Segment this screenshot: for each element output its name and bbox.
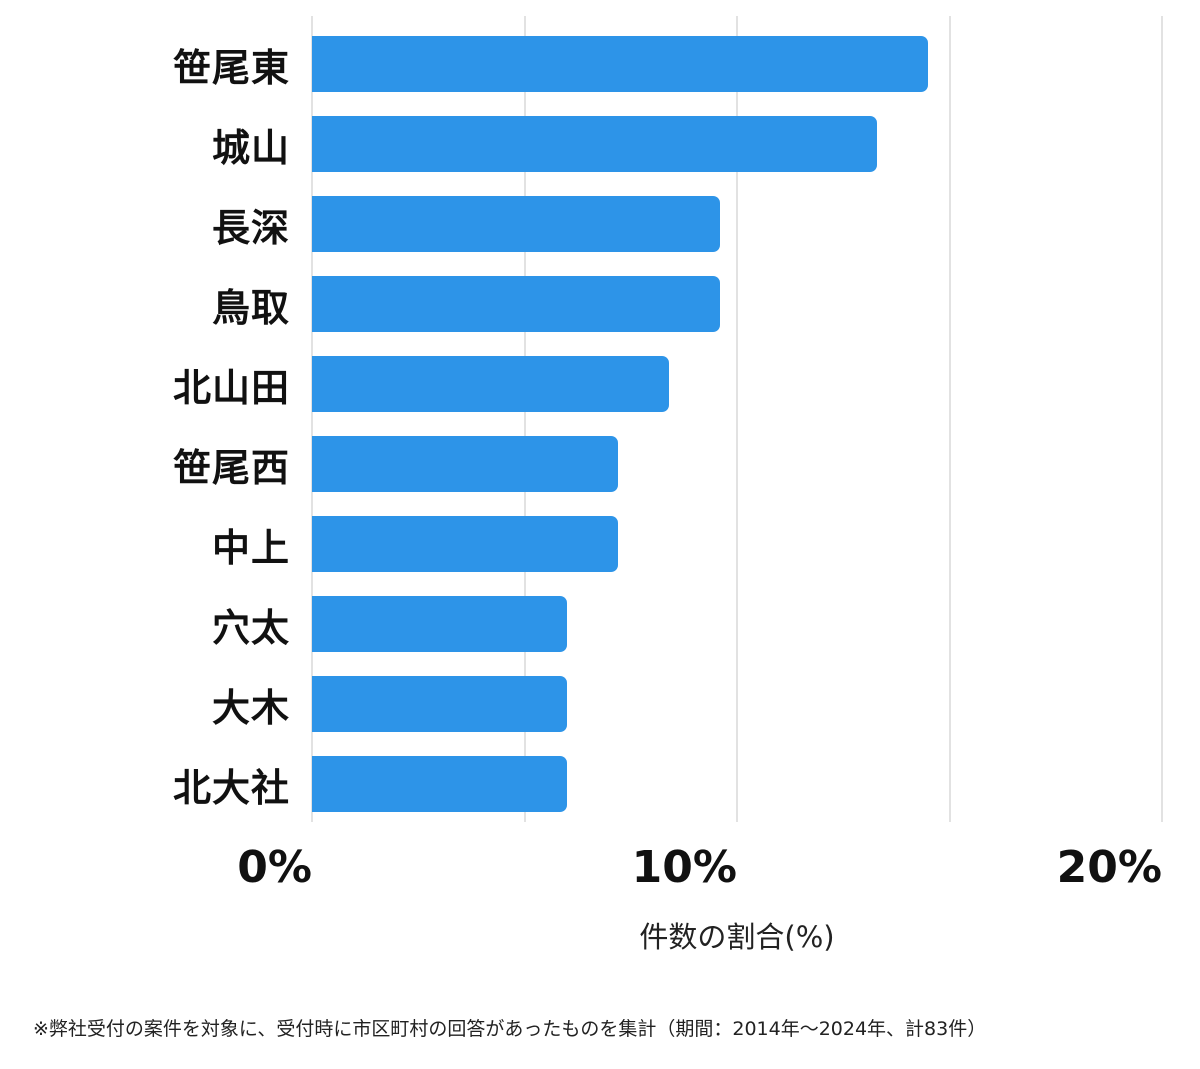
bar: [312, 596, 567, 652]
bar: [312, 276, 720, 332]
category-label: 穴太: [211, 605, 290, 650]
footnote: ※弊社受付の案件を対象に、受付時に市区町村の回答があったものを集計（期間：201…: [33, 1018, 987, 1040]
chart-row: 北山田: [0, 344, 1200, 424]
category-label: 笹尾西: [172, 445, 290, 490]
chart-row: 鳥取: [0, 264, 1200, 344]
chart-row: 北大社: [0, 744, 1200, 824]
chart-row: 笹尾東: [0, 24, 1200, 104]
bar: [312, 36, 929, 92]
chart-row: 長深: [0, 184, 1200, 264]
category-label: 中上: [211, 525, 290, 570]
gridline: [523, 16, 526, 822]
chart-row: 大木: [0, 664, 1200, 744]
category-label: 北大社: [172, 765, 290, 810]
category-label: 北山田: [172, 365, 290, 410]
gridline: [736, 16, 738, 822]
x-axis-title: 件数の割合(%): [639, 920, 835, 954]
bar: [312, 356, 669, 412]
x-tick-label: 0%: [237, 842, 312, 893]
chart-row: 笹尾西: [0, 424, 1200, 504]
x-tick-label: 10%: [631, 842, 737, 893]
x-tick-label: 20%: [1056, 842, 1162, 893]
bar: [312, 676, 567, 732]
category-label: 長深: [211, 205, 290, 250]
bar: [312, 516, 618, 572]
gridline: [1161, 16, 1163, 822]
bar: [312, 116, 878, 172]
gridline: [948, 16, 951, 822]
bar: [312, 756, 567, 812]
chart-row: 穴太: [0, 584, 1200, 664]
category-label: 鳥取: [211, 285, 290, 330]
chart-row: 城山: [0, 104, 1200, 184]
bar: [312, 436, 618, 492]
bar: [312, 196, 720, 252]
chart-row: 中上: [0, 504, 1200, 584]
category-label: 笹尾東: [172, 45, 290, 90]
gridline: [311, 16, 313, 822]
category-label: 大木: [211, 685, 290, 730]
category-label: 城山: [211, 125, 290, 170]
